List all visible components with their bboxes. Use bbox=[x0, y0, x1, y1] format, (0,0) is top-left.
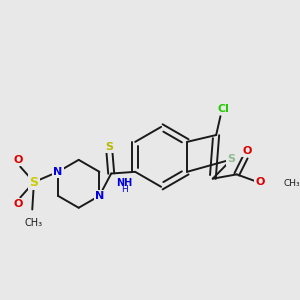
Text: NH: NH bbox=[116, 178, 132, 188]
Text: CH₃: CH₃ bbox=[25, 218, 43, 228]
Text: N: N bbox=[53, 167, 63, 177]
Text: H: H bbox=[121, 185, 128, 194]
Text: S: S bbox=[29, 176, 38, 189]
Text: O: O bbox=[14, 155, 23, 165]
Text: O: O bbox=[242, 146, 252, 156]
Text: S: S bbox=[106, 142, 113, 152]
Text: O: O bbox=[255, 177, 265, 187]
Text: O: O bbox=[14, 199, 23, 209]
Text: N: N bbox=[95, 191, 104, 201]
Text: S: S bbox=[228, 154, 236, 164]
Text: CH₃: CH₃ bbox=[284, 179, 300, 188]
Text: Cl: Cl bbox=[217, 104, 229, 114]
